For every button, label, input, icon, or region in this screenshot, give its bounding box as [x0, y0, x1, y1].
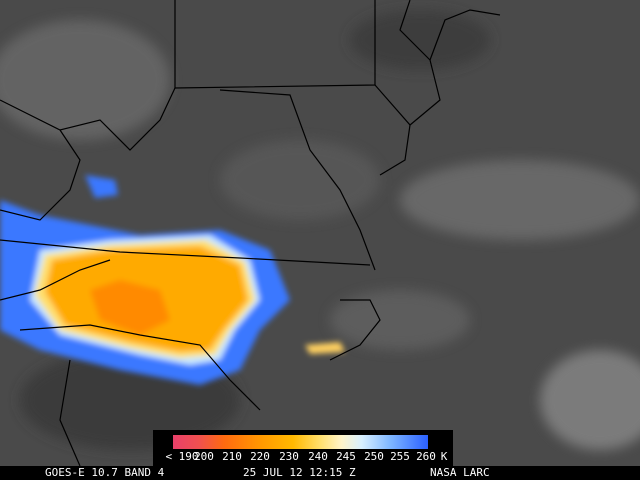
scale-label: 240 [308, 450, 328, 463]
color-scale-bar [173, 435, 428, 449]
scale-label: 220 [250, 450, 270, 463]
scale-label: 260 [416, 450, 436, 463]
scale-label: < 190 [165, 450, 198, 463]
caption-bar: GOES-E 10.7 BAND 4 25 JUL 12 12:15 Z NAS… [0, 466, 640, 480]
scale-label: 210 [222, 450, 242, 463]
scale-label: 245 [336, 450, 356, 463]
scale-label: 230 [279, 450, 299, 463]
caption-source: NASA LARC [430, 466, 490, 479]
imagery [0, 0, 640, 467]
boundaries [0, 0, 501, 467]
scale-unit: K [441, 450, 448, 463]
scale-label: 200 [194, 450, 214, 463]
scale-label: 250 [364, 450, 384, 463]
scale-label: 255 [390, 450, 410, 463]
caption-time: 25 JUL 12 12:15 Z [243, 466, 356, 479]
caption-satellite: GOES-E 10.7 BAND 4 [45, 466, 165, 479]
